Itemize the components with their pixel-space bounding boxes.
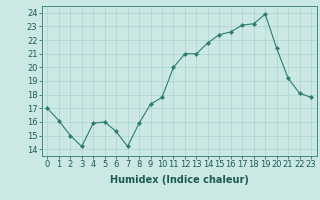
X-axis label: Humidex (Indice chaleur): Humidex (Indice chaleur) [110,175,249,185]
